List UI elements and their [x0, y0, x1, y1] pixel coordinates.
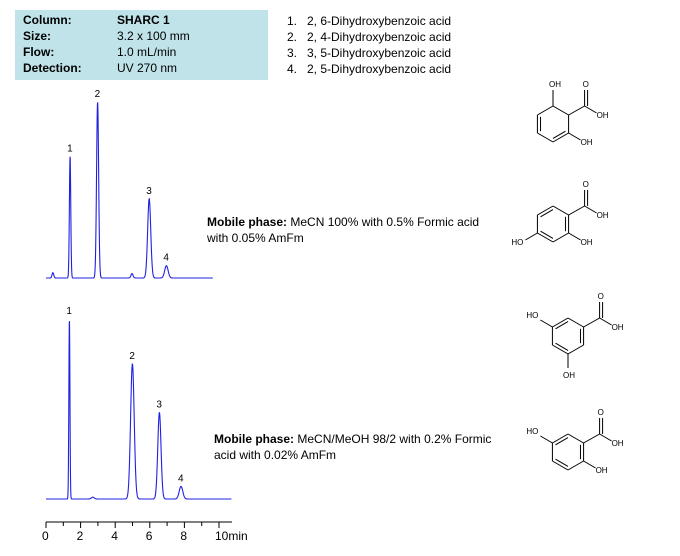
peak-label: 2 [129, 351, 135, 362]
compound-item: 2. 2, 4-Dihydroxybenzoic acid [287, 30, 452, 44]
compound-list: 1. 2, 6-Dihydroxybenzoic acid 2. 2, 4-Dihy… [287, 13, 451, 77]
compound-item: 3. 3, 5-Dihydroxybenzoic acid [287, 46, 452, 60]
peak-label: 1 [67, 144, 73, 155]
x-tick-label: 6 [146, 529, 153, 543]
peak-label: 4 [178, 473, 184, 484]
mobile-phase-1: Mobile phase: MeCN 100% with 0.5% Formic… [207, 214, 497, 246]
column-value: SHARC 1 [117, 13, 170, 27]
peak-label: 4 [163, 253, 169, 264]
mobile-phase-2-label: Mobile phase: [214, 432, 295, 446]
chromatogram-2: 1 2 3 4 [46, 306, 232, 500]
x-axis: 0 2 4 6 8 10min [42, 521, 248, 543]
column-label: Column: [23, 13, 72, 27]
peak-label: 1 [66, 306, 72, 317]
x-tick-label: 4 [111, 529, 118, 543]
x-tick-label: 8 [180, 529, 187, 543]
flow-value: 1.0 mL/min [117, 45, 177, 59]
compound-item: 4. 2, 5-Dihydroxybenzoic acid [287, 62, 452, 76]
size-label: Size: [23, 29, 52, 43]
mobile-phase-1-label: Mobile phase: [207, 215, 288, 229]
x-tick-label: 0 [42, 529, 49, 543]
x-tick-label: 2 [77, 529, 84, 543]
trace-line-2 [46, 321, 232, 500]
peak-label: 2 [95, 89, 101, 100]
conditions-box: Column: SHARC 1 Size: 3.2 x 100 mm Flow:… [15, 10, 268, 80]
x-tick-label: 10min [215, 529, 248, 543]
mobile-phase-2: Mobile phase: MeCN/MeOH 98/2 with 0.2% F… [214, 431, 494, 463]
peak-label: 3 [156, 400, 162, 411]
flow-label: Flow: [23, 45, 55, 59]
detection-value: UV 270 nm [117, 61, 178, 75]
chromatogram-1: 1 2 3 4 [46, 89, 213, 279]
mobile-phase-1-text: MeCN 100% with 0.5% Formic acid with 0.0… [207, 215, 480, 245]
detection-label: Detection: [23, 61, 82, 75]
compound-item: 1. 2, 6-Dihydroxybenzoic acid [287, 14, 452, 28]
trace-line-1 [46, 102, 213, 279]
size-value: 3.2 x 100 mm [117, 29, 190, 43]
mobile-phase-2-text: MeCN/MeOH 98/2 with 0.2% Formic acid wit… [214, 432, 492, 462]
peak-label: 3 [146, 186, 152, 197]
